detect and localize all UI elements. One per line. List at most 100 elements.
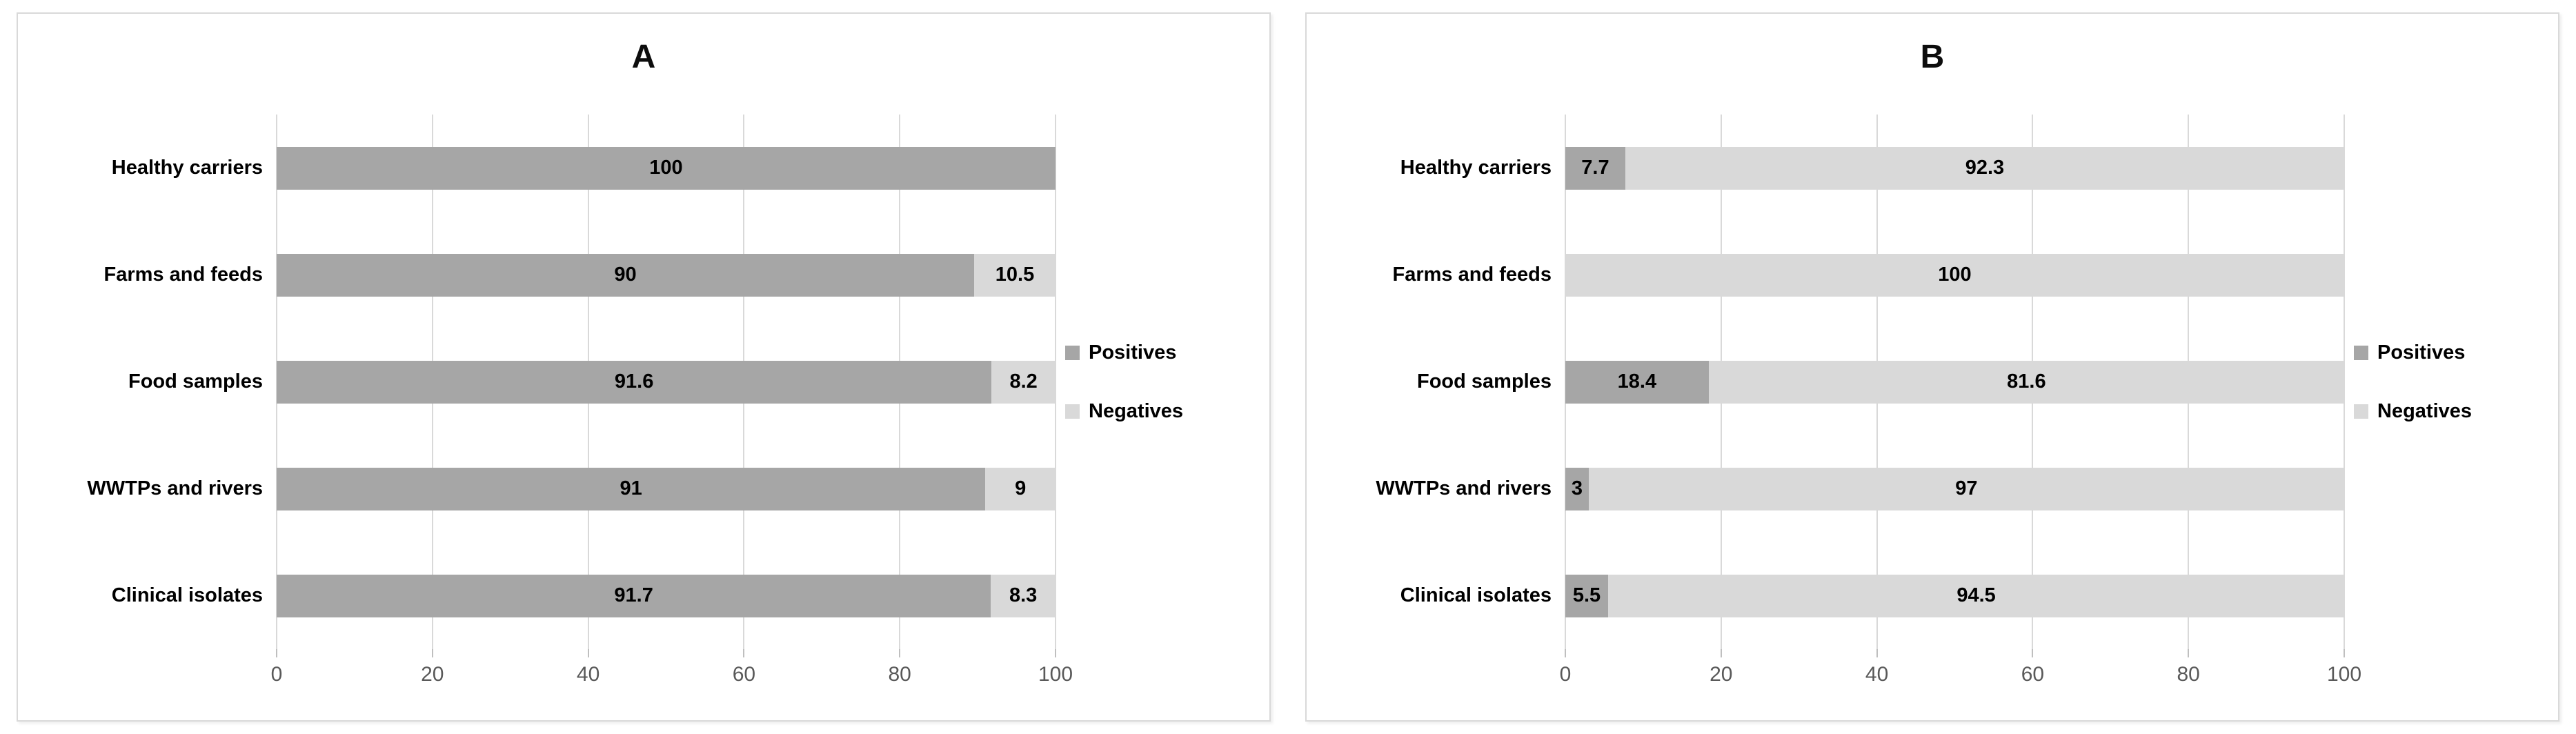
bar-rows: 7.7 92.3 100 18.4 81.6 3 97 5.5 94.5 — [1565, 115, 2344, 649]
bar-segment: 8.2 — [991, 360, 1056, 404]
category-label: Clinical isolates — [111, 584, 263, 606]
axis-tick-mark — [743, 649, 745, 657]
category-label: Farms and feeds — [1392, 264, 1552, 286]
data-label: 5.5 — [1572, 584, 1601, 606]
legend-label: Negatives — [1089, 399, 1184, 422]
bar-segment: 92.3 — [1625, 146, 2344, 190]
legend-swatch-icon — [1065, 404, 1080, 419]
axis-tick-mark — [587, 649, 589, 657]
chart-content: Healthy carriers Farms and feeds Food samp… — [18, 115, 1269, 649]
category-label: WWTPs and rivers — [1376, 477, 1552, 499]
legend-item: Negatives — [2354, 400, 2558, 423]
data-label: 8.3 — [1009, 584, 1038, 606]
bar-segment: 7.7 — [1565, 146, 1625, 190]
gridline — [1055, 115, 1056, 649]
axis-tick-mark — [2188, 649, 2190, 657]
category-label: Clinical isolates — [1400, 584, 1552, 606]
stacked-bar: 91.6 8.2 — [277, 360, 1056, 404]
category-label: Farms and feeds — [103, 264, 263, 286]
data-label: 100 — [1938, 264, 1972, 286]
axis-tick-label: 60 — [2021, 663, 2045, 686]
axis-tick-label: 0 — [270, 663, 283, 686]
category-label: Healthy carriers — [111, 157, 263, 179]
bar-segment: 9 — [985, 467, 1056, 510]
x-axis: 0 20 40 60 80 100 — [271, 649, 1073, 701]
axis-tick-mark — [899, 649, 901, 657]
axis-tick-mark — [1055, 649, 1056, 657]
chart-row: 90 10.5 — [277, 221, 1056, 328]
axis-tick-label: 40 — [576, 663, 600, 686]
chart-row: 91 9 — [277, 435, 1056, 542]
axis-tick-label: 80 — [2177, 663, 2200, 686]
bar-segment: 91.7 — [277, 574, 991, 617]
axis-tick-label: 40 — [1865, 663, 1889, 686]
bar-segment: 91.6 — [277, 360, 992, 404]
axis-tick-mark — [2032, 649, 2034, 657]
data-label: 100 — [649, 157, 683, 179]
bar-segment: 81.6 — [1708, 360, 2344, 404]
stacked-bar: 100 — [1565, 253, 2344, 297]
stacked-bar: 5.5 94.5 — [1565, 574, 2344, 617]
data-label: 7.7 — [1581, 157, 1609, 179]
axis-tick-label: 60 — [732, 663, 756, 686]
category-label: Healthy carriers — [1400, 157, 1552, 179]
x-axis: 0 20 40 60 80 100 — [1560, 649, 2361, 701]
stacked-bar: 3 97 — [1565, 467, 2344, 510]
chart-title: B — [1920, 39, 1945, 75]
axis-tick-mark — [431, 649, 433, 657]
bar-segment: 5.5 — [1565, 574, 1609, 617]
axis-tick-mark — [276, 649, 277, 657]
bar-segment: 91 — [277, 467, 986, 510]
data-label: 8.2 — [1009, 370, 1038, 393]
data-label: 9 — [1015, 477, 1027, 499]
bar-segment: 10.5 — [974, 253, 1056, 297]
category-label: Food samples — [1417, 370, 1552, 393]
legend: Positives Negatives — [2344, 115, 2558, 649]
chart-panel-a: A Healthy carriers Farms and feeds Food sa… — [17, 12, 1271, 722]
axis-tick-label: 80 — [888, 663, 911, 686]
plot-area: 7.7 92.3 100 18.4 81.6 3 97 5.5 94.5 — [1565, 115, 2345, 649]
chart-row: 100 — [1565, 221, 2344, 328]
bar-segment: 100 — [277, 146, 1056, 190]
bar-segment: 18.4 — [1565, 360, 1709, 404]
chart-title: A — [631, 39, 656, 75]
stacked-bar: 100 — [277, 146, 1056, 190]
stacked-bar: 7.7 92.3 — [1565, 146, 2344, 190]
stacked-bar: 91 9 — [277, 467, 1056, 510]
chart-row: 5.5 94.5 — [1565, 542, 2344, 649]
legend-label: Positives — [2377, 341, 2466, 364]
bar-segment: 90 — [277, 253, 975, 297]
legend-label: Negatives — [2377, 399, 2473, 422]
data-label: 92.3 — [1965, 157, 2005, 179]
gridline — [2344, 115, 2345, 649]
data-label: 18.4 — [1617, 370, 1657, 393]
data-label: 97 — [1955, 477, 1978, 499]
axis-tick-mark — [1876, 649, 1878, 657]
legend-label: Positives — [1089, 341, 1177, 364]
data-label: 10.5 — [995, 264, 1035, 286]
bar-segment: 94.5 — [1608, 574, 2344, 617]
data-label: 90 — [614, 264, 637, 286]
category-labels: Healthy carriers Farms and feeds Food samp… — [18, 115, 277, 649]
data-label: 94.5 — [1956, 584, 1996, 606]
data-label: 91 — [620, 477, 642, 499]
legend-swatch-icon — [2354, 404, 2368, 419]
category-label: WWTPs and rivers — [87, 477, 263, 499]
axis-tick-label: 20 — [1710, 663, 1733, 686]
legend-item: Positives — [2354, 341, 2558, 364]
plot-area: 100 90 10.5 91.6 8.2 91 9 91.7 8.3 — [276, 115, 1056, 649]
stacked-bar: 90 10.5 — [277, 253, 1056, 297]
legend-swatch-icon — [1065, 345, 1080, 360]
chart-row: 91.7 8.3 — [277, 542, 1056, 649]
legend-item: Negatives — [1065, 400, 1269, 423]
bar-segment: 100 — [1565, 253, 2344, 297]
axis-tick-mark — [1720, 649, 1722, 657]
axis-tick-label: 20 — [421, 663, 444, 686]
data-label: 91.7 — [614, 584, 653, 606]
category-labels: Healthy carriers Farms and feeds Food samp… — [1307, 115, 1565, 649]
legend-item: Positives — [1065, 341, 1269, 364]
stacked-bar: 18.4 81.6 — [1565, 360, 2344, 404]
chart-row: 7.7 92.3 — [1565, 115, 2344, 221]
legend: Positives Negatives — [1056, 115, 1269, 649]
